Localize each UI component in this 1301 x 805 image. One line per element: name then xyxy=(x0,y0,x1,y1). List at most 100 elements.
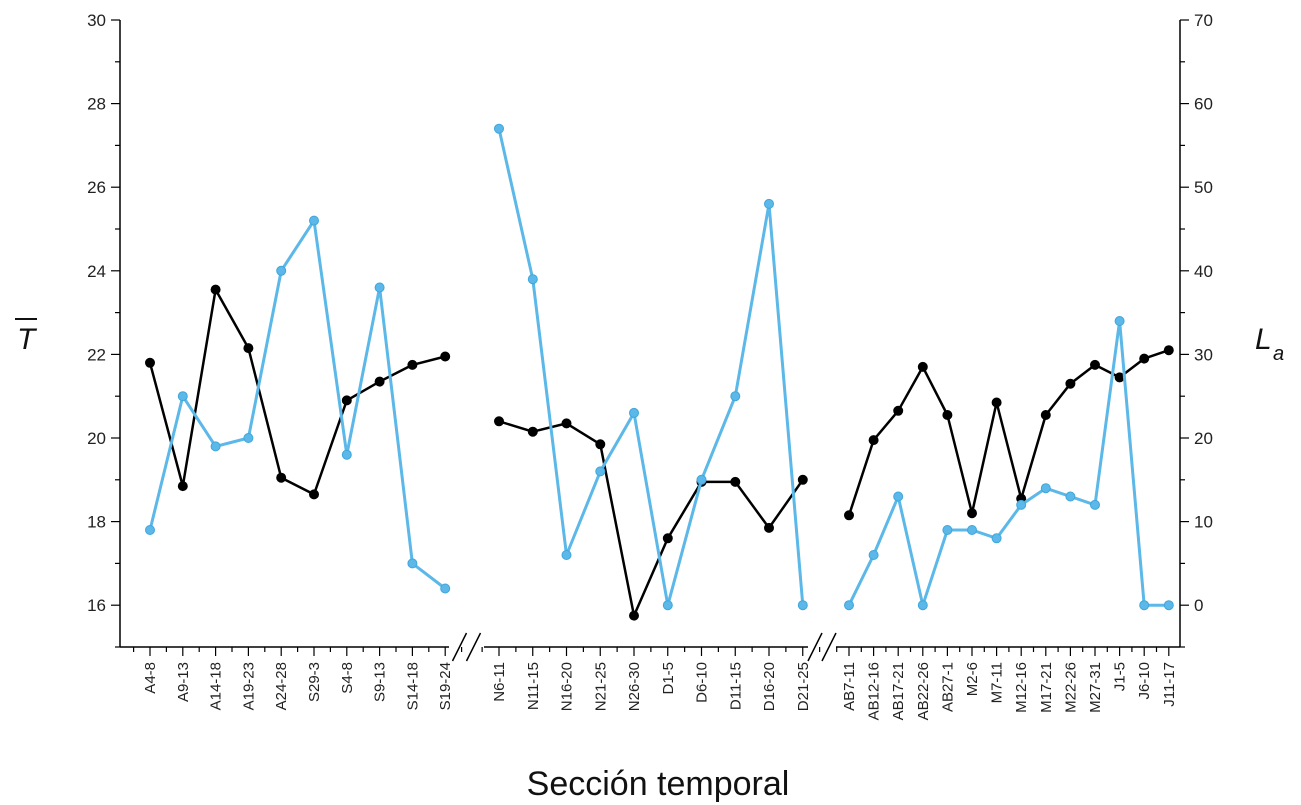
x-tick-label: D16-20 xyxy=(761,662,778,711)
x-tick-label: A4-8 xyxy=(142,662,159,694)
x-tick-label: S19-24 xyxy=(437,662,454,710)
la-data-point xyxy=(764,198,774,209)
la-data-point xyxy=(942,525,953,535)
right-tick-label: 0 xyxy=(1194,596,1203,615)
x-tick-label: S14-18 xyxy=(404,662,421,710)
x-tick-label: N26-30 xyxy=(626,662,643,711)
temperature-data-point xyxy=(730,476,741,487)
x-tick-label: AB17-21 xyxy=(890,662,907,720)
temperature-data-point xyxy=(662,533,673,544)
temperature-data-point xyxy=(527,426,538,437)
temperature-data-point xyxy=(942,410,953,420)
la-data-point xyxy=(730,391,741,402)
temperature-data-point xyxy=(868,435,879,446)
x-tick-label: D6-10 xyxy=(694,662,711,703)
right-tick-label: 10 xyxy=(1194,513,1213,532)
la-data-point xyxy=(341,449,352,460)
temperature-data-point xyxy=(1139,353,1150,364)
temperature-data-point xyxy=(177,481,188,492)
la-data-point xyxy=(662,600,673,611)
temperature-data-point xyxy=(561,418,572,429)
la-data-point xyxy=(1139,600,1150,611)
temperature-data-point xyxy=(991,397,1002,408)
right-axis-title: L a xyxy=(1255,323,1284,365)
la-data-point xyxy=(893,491,904,502)
left-tick-label: 22 xyxy=(87,345,106,364)
temperature-data-point xyxy=(374,376,385,387)
left-axis-title-text: T xyxy=(17,323,38,356)
la-data-point xyxy=(561,550,572,560)
temperature-data-point xyxy=(341,395,352,406)
x-tick-label: D21-25 xyxy=(795,662,812,711)
x-tick-label: AB27-1 xyxy=(939,662,956,712)
temperature-data-point xyxy=(967,508,977,519)
temperature-data-point xyxy=(629,610,639,621)
x-tick-label: M17-21 xyxy=(1038,662,1055,713)
la-data-point xyxy=(595,466,606,477)
la-data-point xyxy=(494,123,504,134)
la-data-point xyxy=(440,583,451,594)
la-data-point xyxy=(844,600,854,611)
x-tick-label: N11-15 xyxy=(525,662,542,710)
x-tick-label: A19-23 xyxy=(240,662,257,710)
x-tick-label: AB12-16 xyxy=(866,662,883,720)
right-tick-label: 40 xyxy=(1194,262,1213,281)
la-data-point xyxy=(1114,316,1125,326)
la-data-point xyxy=(991,533,1002,544)
x-tick-label: M12-16 xyxy=(1013,662,1030,713)
x-tick-label: J6-10 xyxy=(1136,662,1153,700)
x-tick-label: A14-18 xyxy=(208,662,225,710)
la-data-point xyxy=(967,525,977,535)
x-tick-label: J11-17 xyxy=(1161,662,1178,707)
temperature-series-line xyxy=(498,420,804,617)
la-data-point xyxy=(1163,600,1174,611)
x-tick-label: N6-11 xyxy=(491,662,508,702)
temperature-data-point xyxy=(309,489,319,500)
x-tick-label: N21-25 xyxy=(592,662,609,711)
temperature-data-point xyxy=(844,510,854,521)
x-tick-label: AB22-26 xyxy=(915,662,932,720)
la-data-point xyxy=(868,550,879,560)
la-data-point xyxy=(309,215,319,226)
la-data-point xyxy=(210,441,221,452)
left-tick-label: 28 xyxy=(87,95,106,114)
left-tick-label: 26 xyxy=(87,178,106,197)
left-tick-label: 24 xyxy=(87,262,106,281)
la-data-point xyxy=(696,474,707,485)
right-axis-title-subscript: a xyxy=(1273,343,1284,365)
temperature-data-point xyxy=(407,359,418,370)
temperature-series-line xyxy=(148,288,446,496)
x-tick-label: D1-5 xyxy=(660,662,677,695)
temperature-data-point xyxy=(1065,378,1076,389)
x-tick-label: M22-26 xyxy=(1062,662,1079,713)
right-tick-label: 70 xyxy=(1194,11,1213,30)
temperature-data-point xyxy=(440,351,451,362)
x-tick-label: S4-8 xyxy=(339,662,356,694)
temperature-data-point xyxy=(917,361,928,372)
right-axis: 0 10 20 30 40 50 60 70 xyxy=(1180,11,1213,648)
temperature-data-point xyxy=(1090,359,1100,370)
x-tick-label: N16-20 xyxy=(559,662,576,711)
axis-break-mark xyxy=(807,632,823,662)
la-data-point xyxy=(1090,499,1100,510)
la-data-point xyxy=(374,282,385,293)
temperature-data-point xyxy=(764,522,774,533)
la-data-point xyxy=(145,525,155,535)
la-data-point xyxy=(917,600,928,611)
la-series-line xyxy=(148,219,447,590)
right-tick-label: 50 xyxy=(1194,178,1213,197)
axis-break-mark xyxy=(451,632,468,662)
temperature-data-point xyxy=(797,474,808,485)
right-tick-label: 30 xyxy=(1194,345,1213,364)
left-tick-label: 30 xyxy=(87,11,106,30)
la-data-point xyxy=(177,391,188,402)
x-tick-label: J1-5 xyxy=(1112,662,1129,691)
right-tick-label: 60 xyxy=(1194,95,1213,114)
la-data-point xyxy=(276,265,287,276)
left-axis-title: T xyxy=(15,318,38,356)
la-series-line xyxy=(847,319,1169,607)
la-data-point xyxy=(797,600,808,611)
x-axis-title: Sección temporal xyxy=(527,765,790,803)
temperature-data-point xyxy=(210,284,221,295)
